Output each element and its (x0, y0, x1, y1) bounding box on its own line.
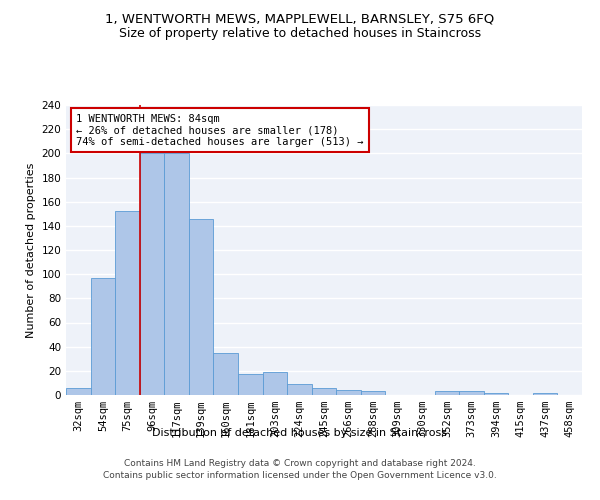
Text: Distribution of detached houses by size in Staincross: Distribution of detached houses by size … (152, 428, 448, 438)
Bar (533, 392, 557, 395)
Bar (66, 388, 91, 395)
Bar (238, 374, 263, 395)
Y-axis label: Number of detached properties: Number of detached properties (26, 162, 36, 338)
Bar (434, 392, 459, 395)
Bar (459, 392, 484, 395)
Text: 1, WENTWORTH MEWS, MAPPLEWELL, BARNSLEY, S75 6FQ: 1, WENTWORTH MEWS, MAPPLEWELL, BARNSLEY,… (106, 12, 494, 26)
Bar (263, 372, 287, 395)
Bar (189, 218, 214, 395)
Bar (214, 352, 238, 395)
Bar (336, 390, 361, 395)
Bar (361, 392, 385, 395)
Bar (140, 154, 164, 395)
Text: Size of property relative to detached houses in Staincross: Size of property relative to detached ho… (119, 28, 481, 40)
Bar (484, 392, 508, 395)
Bar (91, 278, 115, 395)
Text: Contains HM Land Registry data © Crown copyright and database right 2024.
Contai: Contains HM Land Registry data © Crown c… (103, 458, 497, 480)
Text: 1 WENTWORTH MEWS: 84sqm
← 26% of detached houses are smaller (178)
74% of semi-d: 1 WENTWORTH MEWS: 84sqm ← 26% of detache… (76, 114, 364, 147)
Bar (312, 388, 336, 395)
Bar (287, 384, 312, 395)
Bar (115, 212, 140, 395)
Bar (164, 154, 189, 395)
